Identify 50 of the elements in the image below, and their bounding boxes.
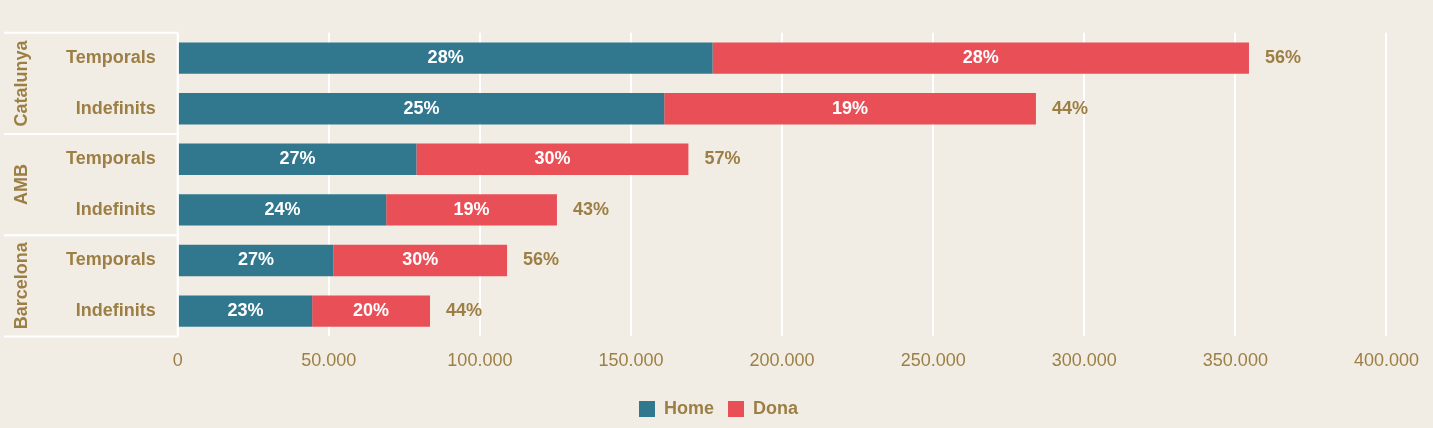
annotation: 30% xyxy=(534,148,571,169)
annotation: 57% xyxy=(704,148,741,169)
bar xyxy=(178,194,387,226)
y-tick-label: Temporals xyxy=(65,148,156,169)
annotation: 27% xyxy=(279,148,316,169)
y-tick-label: Indefinits xyxy=(75,97,156,118)
x-tick-label: 100.000 xyxy=(447,350,513,371)
annotation: 30% xyxy=(402,249,439,270)
annotation: 44% xyxy=(446,300,483,321)
annotation: 28% xyxy=(427,47,464,68)
bar xyxy=(312,295,431,327)
x-tick-label: 300.000 xyxy=(1051,350,1117,371)
y-tick-label: Temporals xyxy=(65,47,156,68)
annotation: 24% xyxy=(264,198,301,219)
annotation: 44% xyxy=(1051,97,1088,118)
bar xyxy=(712,42,1249,74)
y-tick-label: Indefinits xyxy=(75,198,156,219)
x-tick-label: 150.000 xyxy=(598,350,664,371)
annotation: 56% xyxy=(1264,47,1301,68)
annotation: 23% xyxy=(227,300,264,321)
x-tick-label: 400.000 xyxy=(1353,350,1420,371)
annotation: 27% xyxy=(237,249,275,270)
bar xyxy=(178,42,713,74)
legend-label: Dona xyxy=(753,397,799,418)
y-tick-label: Temporals xyxy=(65,249,156,270)
annotation: 25% xyxy=(403,97,440,118)
text: Barcelona xyxy=(10,241,31,330)
x-tick-label: 50.000 xyxy=(301,350,357,371)
annotation: 19% xyxy=(832,97,869,118)
bar xyxy=(178,143,417,175)
bar xyxy=(178,93,665,125)
bar xyxy=(416,143,689,175)
bar xyxy=(178,244,334,277)
bar xyxy=(333,244,508,277)
bar xyxy=(664,93,1036,125)
annotation: 19% xyxy=(453,198,490,219)
annotation: 43% xyxy=(572,198,609,219)
text: Catalunya xyxy=(10,39,31,127)
x-tick-label: 250.000 xyxy=(900,350,966,371)
y-tick-label: Indefinits xyxy=(75,300,156,321)
bar xyxy=(178,295,313,327)
annotation: 56% xyxy=(523,249,560,270)
text: AMB xyxy=(10,164,31,206)
x-tick-label: 350.000 xyxy=(1202,350,1268,371)
annotation: 28% xyxy=(962,47,999,68)
x-tick-label: 0 xyxy=(172,350,183,371)
x-tick-label: 200.000 xyxy=(749,350,815,371)
annotation: 20% xyxy=(353,300,390,321)
legend-label: Home xyxy=(664,397,715,418)
bar xyxy=(386,194,557,226)
